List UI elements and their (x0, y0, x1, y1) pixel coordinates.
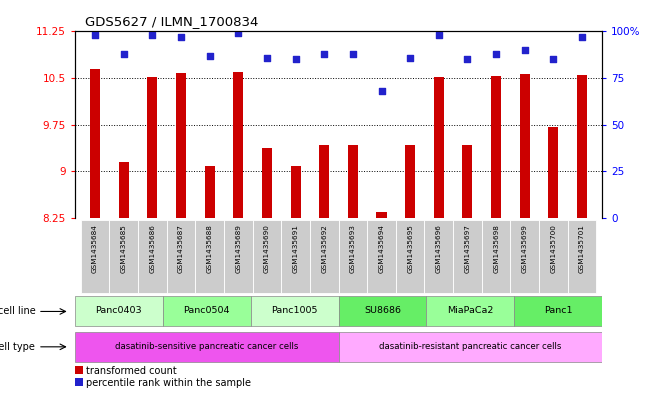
Point (290, 56, 301, 62)
Text: GSM1435691: GSM1435691 (292, 224, 299, 273)
Bar (75, 296, 163, 327)
Text: GSM1435688: GSM1435688 (206, 224, 213, 273)
Bar (396, 220, 424, 293)
Bar (376, 212, 387, 218)
Text: GSM1435699: GSM1435699 (522, 224, 528, 273)
Bar (290, 167, 301, 218)
Text: GDS5627 / ILMN_1700834: GDS5627 / ILMN_1700834 (85, 15, 259, 28)
Text: GSM1435693: GSM1435693 (350, 224, 356, 273)
Text: GSM1435692: GSM1435692 (321, 224, 327, 273)
Bar (510, 220, 539, 293)
Text: Panc1005: Panc1005 (271, 306, 318, 315)
Bar (176, 73, 186, 218)
Bar (251, 296, 339, 327)
Text: dasatinib-resistant pancreatic cancer cells: dasatinib-resistant pancreatic cancer ce… (379, 342, 562, 351)
Point (348, 51, 358, 57)
Text: GSM1435701: GSM1435701 (579, 224, 585, 273)
Bar (224, 220, 253, 293)
Bar (118, 162, 129, 218)
Text: MiaPaCa2: MiaPaCa2 (447, 306, 493, 315)
Bar (367, 220, 396, 293)
Text: SU8686: SU8686 (364, 306, 401, 315)
Bar (204, 167, 215, 218)
Text: dasatinib-sensitive pancreatic cancer cells: dasatinib-sensitive pancreatic cancer ce… (115, 342, 298, 351)
Text: GSM1435684: GSM1435684 (92, 224, 98, 273)
Bar (281, 220, 310, 293)
Bar (539, 220, 568, 293)
Point (90, 32, 100, 38)
Bar (348, 145, 358, 218)
Point (204, 53, 215, 59)
Bar (424, 220, 453, 293)
Point (462, 56, 473, 62)
Bar (233, 72, 243, 218)
Bar (339, 296, 426, 327)
Text: GSM1435689: GSM1435689 (235, 224, 242, 273)
Point (548, 56, 559, 62)
Text: GSM1435685: GSM1435685 (120, 224, 126, 273)
Bar (462, 145, 473, 218)
Point (434, 32, 444, 38)
Text: GSM1435695: GSM1435695 (407, 224, 413, 273)
Point (577, 34, 587, 40)
Bar (138, 220, 167, 293)
Bar (319, 145, 329, 218)
Text: GSM1435686: GSM1435686 (149, 224, 155, 273)
Point (319, 51, 329, 57)
Text: GSM1435687: GSM1435687 (178, 224, 184, 273)
Text: Panc0403: Panc0403 (96, 306, 142, 315)
Text: cell type: cell type (0, 342, 35, 352)
Point (405, 54, 415, 61)
Bar (548, 127, 559, 218)
Text: cell line: cell line (0, 307, 35, 316)
Point (376, 88, 387, 94)
Bar (253, 220, 281, 293)
Point (233, 30, 243, 37)
Bar (167, 220, 195, 293)
Text: percentile rank within the sample: percentile rank within the sample (86, 378, 251, 388)
Bar (514, 296, 602, 327)
Text: GSM1435700: GSM1435700 (551, 224, 557, 273)
Bar (568, 220, 596, 293)
Bar (426, 296, 514, 327)
Bar (339, 332, 602, 362)
Point (118, 51, 129, 57)
Text: GSM1435694: GSM1435694 (378, 224, 385, 273)
Point (491, 51, 501, 57)
Bar (339, 220, 367, 293)
Point (176, 34, 186, 40)
Bar (75, 332, 339, 362)
Text: transformed count: transformed count (86, 366, 176, 376)
Bar (81, 220, 109, 293)
Text: Panc0504: Panc0504 (184, 306, 230, 315)
Bar (491, 76, 501, 218)
Bar (310, 220, 339, 293)
Bar (109, 220, 138, 293)
Point (519, 47, 530, 53)
Bar (405, 145, 415, 218)
Text: GSM1435698: GSM1435698 (493, 224, 499, 273)
Bar (147, 77, 158, 218)
Bar (519, 74, 530, 218)
Bar (434, 77, 444, 218)
Text: Panc1: Panc1 (544, 306, 572, 315)
Text: GSM1435690: GSM1435690 (264, 224, 270, 273)
Point (147, 32, 158, 38)
Bar (262, 148, 272, 218)
Text: GSM1435696: GSM1435696 (436, 224, 442, 273)
Point (262, 54, 272, 61)
Bar (163, 296, 251, 327)
Text: GSM1435697: GSM1435697 (464, 224, 471, 273)
Bar (577, 75, 587, 218)
Bar (90, 69, 100, 218)
Bar (453, 220, 482, 293)
Bar (482, 220, 510, 293)
Bar (195, 220, 224, 293)
